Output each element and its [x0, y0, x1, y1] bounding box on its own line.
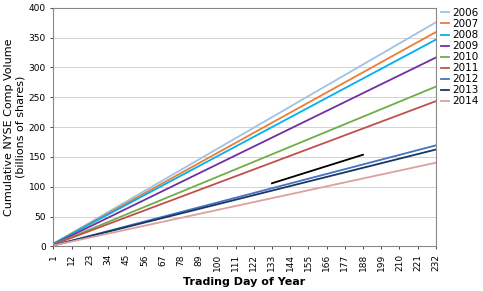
Line: 2012: 2012 — [54, 146, 436, 245]
2008 — [170, 178, 175, 182]
2015 — [320, 166, 326, 169]
2006 — [170, 173, 175, 176]
2013 — [85, 235, 91, 238]
2007 — [82, 225, 88, 228]
2011 — [150, 205, 156, 209]
2007 — [150, 187, 156, 191]
2012 — [82, 235, 88, 239]
2008 — [85, 223, 91, 227]
2012 — [51, 244, 57, 247]
2015 — [302, 171, 308, 175]
2015 — [360, 153, 366, 157]
2006 — [85, 222, 91, 225]
X-axis label: Trading Day of Year: Trading Day of Year — [184, 277, 306, 287]
2008 — [433, 38, 439, 41]
2012 — [421, 147, 427, 150]
2014 — [82, 237, 88, 240]
Line: 2015: 2015 — [272, 155, 363, 183]
Line: 2014: 2014 — [54, 163, 436, 245]
2015 — [326, 164, 331, 167]
2015 — [270, 181, 276, 184]
2014 — [421, 164, 427, 167]
2014 — [103, 232, 109, 236]
2007 — [170, 176, 175, 180]
2010 — [82, 230, 88, 233]
2013 — [433, 148, 439, 151]
2009 — [421, 61, 427, 65]
Line: 2010: 2010 — [54, 87, 436, 244]
2009 — [82, 227, 88, 231]
2009 — [150, 194, 156, 198]
2010 — [150, 202, 156, 205]
2010 — [103, 221, 109, 224]
2007 — [421, 37, 427, 40]
2011 — [421, 104, 427, 107]
2015 — [328, 163, 334, 166]
2009 — [85, 226, 91, 229]
2010 — [421, 90, 427, 93]
2014 — [433, 161, 439, 164]
2012 — [150, 218, 156, 221]
2008 — [150, 189, 156, 192]
2013 — [82, 236, 88, 239]
2013 — [421, 151, 427, 154]
2012 — [433, 144, 439, 147]
2007 — [103, 213, 109, 216]
2006 — [150, 184, 156, 188]
2008 — [82, 225, 88, 229]
2014 — [170, 218, 175, 221]
Legend: 2006, 2007, 2008, 2009, 2010, 2011, 2012, 2013, 2014: 2006, 2007, 2008, 2009, 2010, 2011, 2012… — [441, 8, 479, 107]
Line: 2008: 2008 — [54, 40, 436, 244]
2013 — [150, 219, 156, 222]
2014 — [150, 222, 156, 226]
2009 — [170, 184, 175, 188]
2010 — [51, 243, 57, 246]
Line: 2013: 2013 — [54, 150, 436, 245]
2011 — [85, 230, 91, 233]
2006 — [51, 242, 57, 245]
2010 — [433, 85, 439, 88]
2008 — [421, 44, 427, 48]
2007 — [433, 30, 439, 34]
Line: 2009: 2009 — [54, 58, 436, 244]
2014 — [85, 236, 91, 240]
2013 — [170, 214, 175, 217]
2009 — [433, 56, 439, 59]
Line: 2007: 2007 — [54, 32, 436, 244]
Line: 2011: 2011 — [54, 101, 436, 244]
2013 — [103, 230, 109, 234]
2006 — [103, 211, 109, 215]
2014 — [51, 244, 57, 247]
2013 — [51, 244, 57, 247]
Line: 2006: 2006 — [54, 22, 436, 244]
2012 — [103, 230, 109, 233]
2006 — [421, 27, 427, 31]
2011 — [51, 243, 57, 246]
2015 — [339, 160, 344, 163]
2009 — [103, 217, 109, 220]
Y-axis label: Cumulative NYSE Comp Volume
(billions of shares): Cumulative NYSE Comp Volume (billions of… — [4, 38, 26, 216]
2011 — [433, 100, 439, 103]
2011 — [170, 198, 175, 202]
2011 — [82, 231, 88, 235]
2008 — [51, 242, 57, 246]
2010 — [170, 194, 175, 197]
2007 — [51, 242, 57, 245]
2009 — [51, 243, 57, 246]
2015 — [269, 182, 275, 185]
2006 — [433, 21, 439, 24]
2012 — [170, 212, 175, 216]
2007 — [85, 223, 91, 226]
2006 — [82, 224, 88, 227]
2008 — [103, 214, 109, 217]
2011 — [103, 223, 109, 226]
2010 — [85, 228, 91, 232]
2012 — [85, 235, 91, 238]
